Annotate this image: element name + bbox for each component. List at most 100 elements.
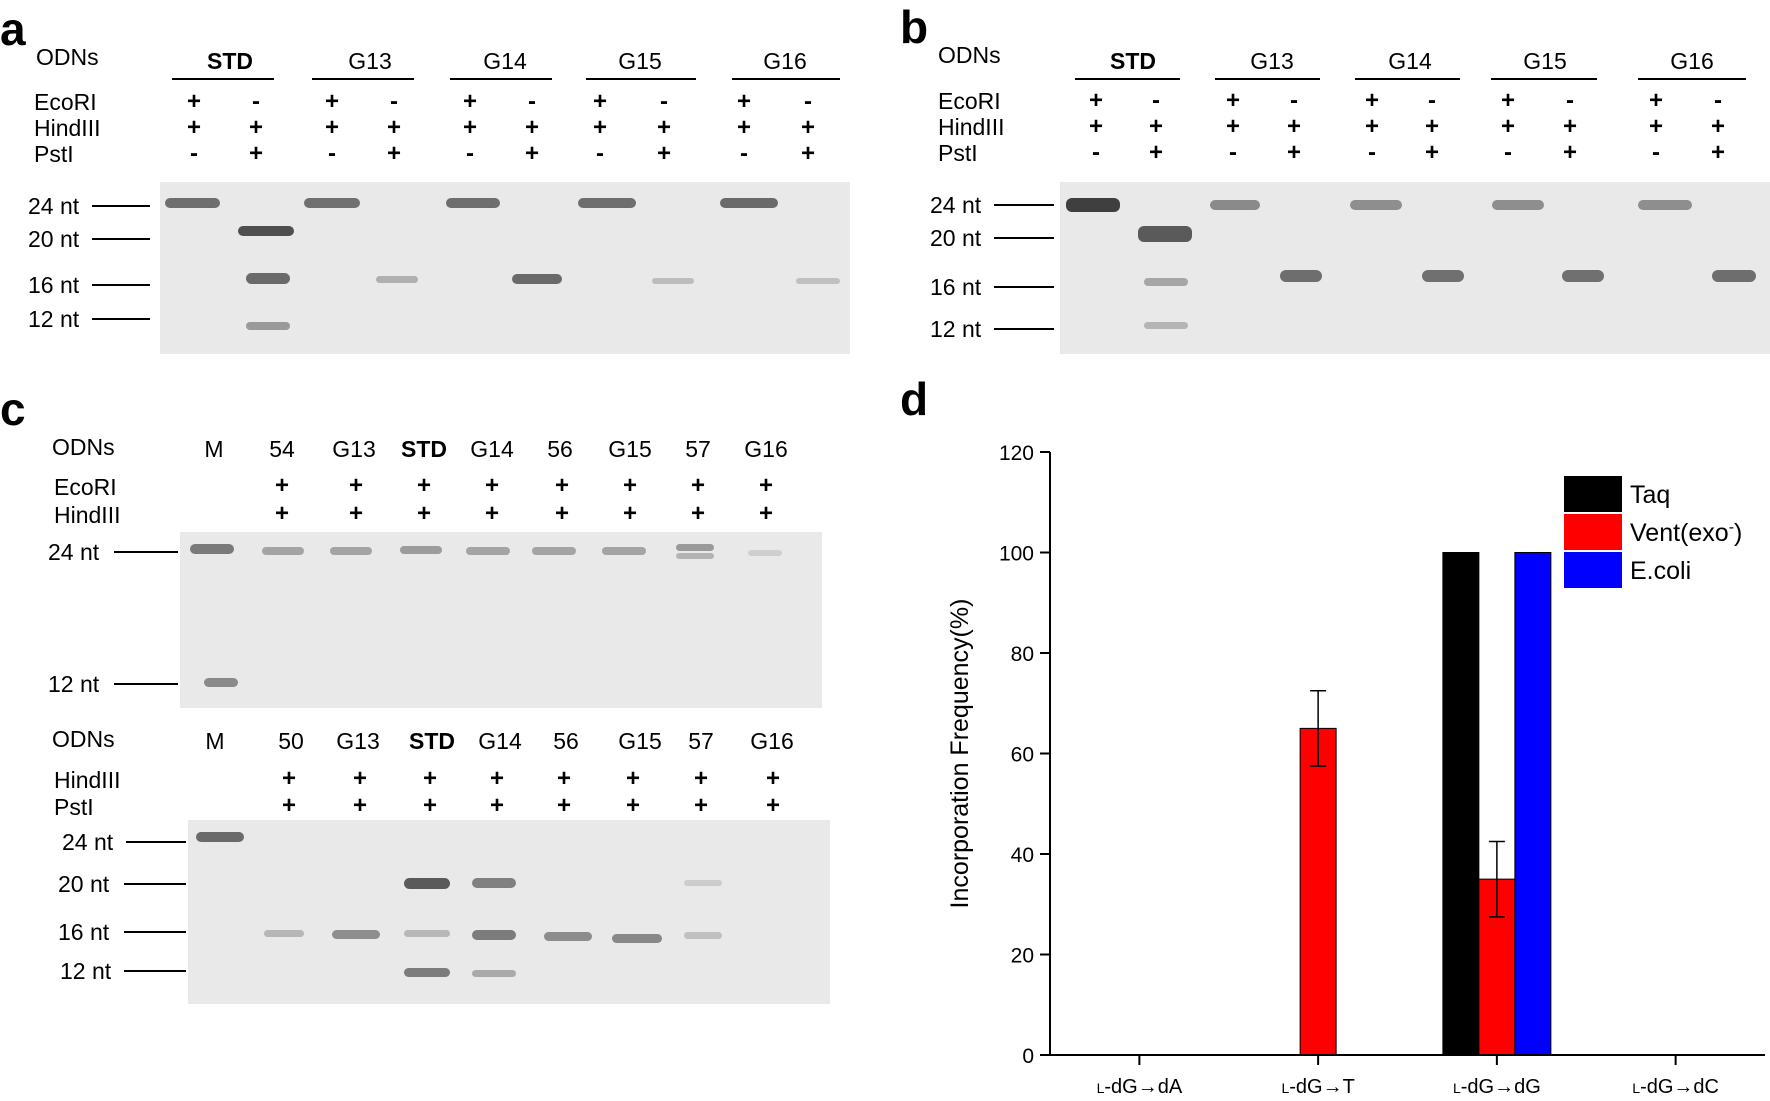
enzyme-sign: + bbox=[352, 792, 368, 819]
y-axis-label: Incorporation Frequency(%) bbox=[946, 599, 974, 909]
row-label-hindiii: HindIII bbox=[54, 767, 121, 793]
lane-label: G16 bbox=[744, 436, 788, 462]
gel-band bbox=[246, 273, 290, 284]
gel-band bbox=[720, 198, 778, 208]
marker-line bbox=[92, 205, 150, 207]
group-underline bbox=[172, 78, 274, 80]
enzyme-sign: + bbox=[462, 88, 478, 115]
lane-label: G13 bbox=[336, 728, 380, 754]
marker-label-24nt: 24 nt bbox=[62, 829, 114, 855]
enzyme-sign: + bbox=[1364, 87, 1380, 114]
bar-ventexo-1 bbox=[1299, 727, 1337, 1056]
marker-label-16nt: 16 nt bbox=[930, 274, 982, 300]
gel-band bbox=[1712, 270, 1756, 282]
y-tick-label: 20 bbox=[1011, 945, 1034, 968]
enzyme-sign: + bbox=[1225, 87, 1241, 114]
enzyme-sign: + bbox=[324, 88, 340, 115]
enzyme-sign: + bbox=[348, 500, 364, 527]
marker-line bbox=[92, 284, 150, 286]
gel-band bbox=[1562, 270, 1604, 282]
gel-image bbox=[188, 820, 830, 1004]
gel-band bbox=[404, 878, 450, 889]
y-axis-ticks: 0 20 40 60 80 100 120 bbox=[999, 442, 1050, 1068]
gel-band bbox=[684, 932, 722, 939]
marker-line bbox=[994, 328, 1054, 330]
enzyme-sign: + bbox=[1286, 113, 1302, 140]
lane-label: 54 bbox=[269, 436, 295, 462]
enzyme-sign: - bbox=[1152, 87, 1160, 114]
marker-line bbox=[92, 318, 150, 320]
enzyme-sign: + bbox=[622, 472, 638, 499]
gel-image bbox=[180, 532, 822, 708]
enzyme-sign: + bbox=[1562, 113, 1578, 140]
enzyme-sign: + bbox=[554, 472, 570, 499]
y-tick-label: 40 bbox=[1011, 844, 1034, 867]
group-underline bbox=[450, 78, 552, 80]
enzyme-sign: + bbox=[690, 500, 706, 527]
error-bar bbox=[1310, 689, 1327, 767]
gel-band bbox=[676, 553, 714, 559]
enzyme-sign: + bbox=[1225, 113, 1241, 140]
marker-label-12nt: 12 nt bbox=[28, 306, 80, 332]
gel-band bbox=[165, 198, 220, 208]
legend-label-vent-text: Vent(exo bbox=[1630, 519, 1729, 547]
group-underline bbox=[1491, 78, 1597, 80]
legend-label-taq: Taq bbox=[1630, 481, 1670, 509]
enzyme-sign: + bbox=[765, 792, 781, 819]
gel-band bbox=[472, 930, 516, 940]
gel-band bbox=[1492, 200, 1544, 210]
row-label-hindiii: HindIII bbox=[938, 114, 1005, 140]
enzyme-sign: - bbox=[1092, 139, 1100, 166]
y-tick-label: 100 bbox=[999, 543, 1034, 566]
enzyme-sign: + bbox=[622, 500, 638, 527]
enzyme-sign: + bbox=[800, 114, 816, 141]
x-category-label: L-dG→dG bbox=[1453, 1076, 1541, 1098]
enzyme-sign: + bbox=[524, 114, 540, 141]
gel-band bbox=[1066, 198, 1120, 212]
lane-label: G14 bbox=[470, 436, 514, 462]
gel-band bbox=[446, 198, 500, 208]
error-bar bbox=[1488, 840, 1505, 918]
gel-band bbox=[204, 678, 238, 687]
enzyme-sign: - bbox=[804, 88, 812, 115]
enzyme-sign: + bbox=[524, 140, 540, 167]
enzyme-sign: + bbox=[556, 765, 572, 792]
group-label-std: STD bbox=[207, 48, 253, 74]
gel-band bbox=[400, 546, 442, 554]
enzyme-sign: + bbox=[556, 792, 572, 819]
enzyme-sign: + bbox=[186, 114, 202, 141]
bar-taq-2 bbox=[1442, 552, 1480, 1056]
x-category-prefix: L bbox=[1281, 1080, 1289, 1096]
gel-band bbox=[246, 322, 290, 330]
legend-label-ecoli: E.coli bbox=[1630, 557, 1691, 585]
enzyme-sign: + bbox=[489, 765, 505, 792]
gel-band bbox=[1144, 278, 1188, 286]
group-label-g13: G13 bbox=[1250, 48, 1294, 74]
x-category-suffix: -dG→dC bbox=[1640, 1076, 1719, 1098]
x-category-label: L-dG→dC bbox=[1632, 1076, 1719, 1098]
marker-label-24nt: 24 nt bbox=[930, 192, 982, 218]
enzyme-sign: + bbox=[1710, 139, 1726, 166]
gel-band bbox=[578, 198, 636, 208]
enzyme-sign: + bbox=[352, 765, 368, 792]
x-category-prefix: L bbox=[1097, 1080, 1105, 1096]
enzyme-sign: - bbox=[466, 140, 474, 167]
enzyme-sign: + bbox=[489, 792, 505, 819]
marker-label-12nt: 12 nt bbox=[48, 671, 100, 697]
enzyme-sign: + bbox=[186, 88, 202, 115]
enzyme-sign: + bbox=[1286, 139, 1302, 166]
group-underline bbox=[1638, 78, 1746, 80]
group-label-g16: G16 bbox=[1670, 48, 1714, 74]
enzyme-sign: + bbox=[800, 140, 816, 167]
gel-band bbox=[796, 278, 840, 284]
enzyme-sign: + bbox=[1424, 139, 1440, 166]
enzyme-sign: + bbox=[736, 114, 752, 141]
gel-image bbox=[160, 182, 850, 354]
row-label-psti: PstI bbox=[54, 794, 94, 820]
lane-label: 57 bbox=[685, 436, 711, 462]
enzyme-sign: + bbox=[274, 472, 290, 499]
marker-line bbox=[994, 237, 1054, 239]
enzyme-sign: - bbox=[660, 88, 668, 115]
gel-band bbox=[466, 547, 510, 555]
odns-label: ODNs bbox=[52, 434, 115, 460]
